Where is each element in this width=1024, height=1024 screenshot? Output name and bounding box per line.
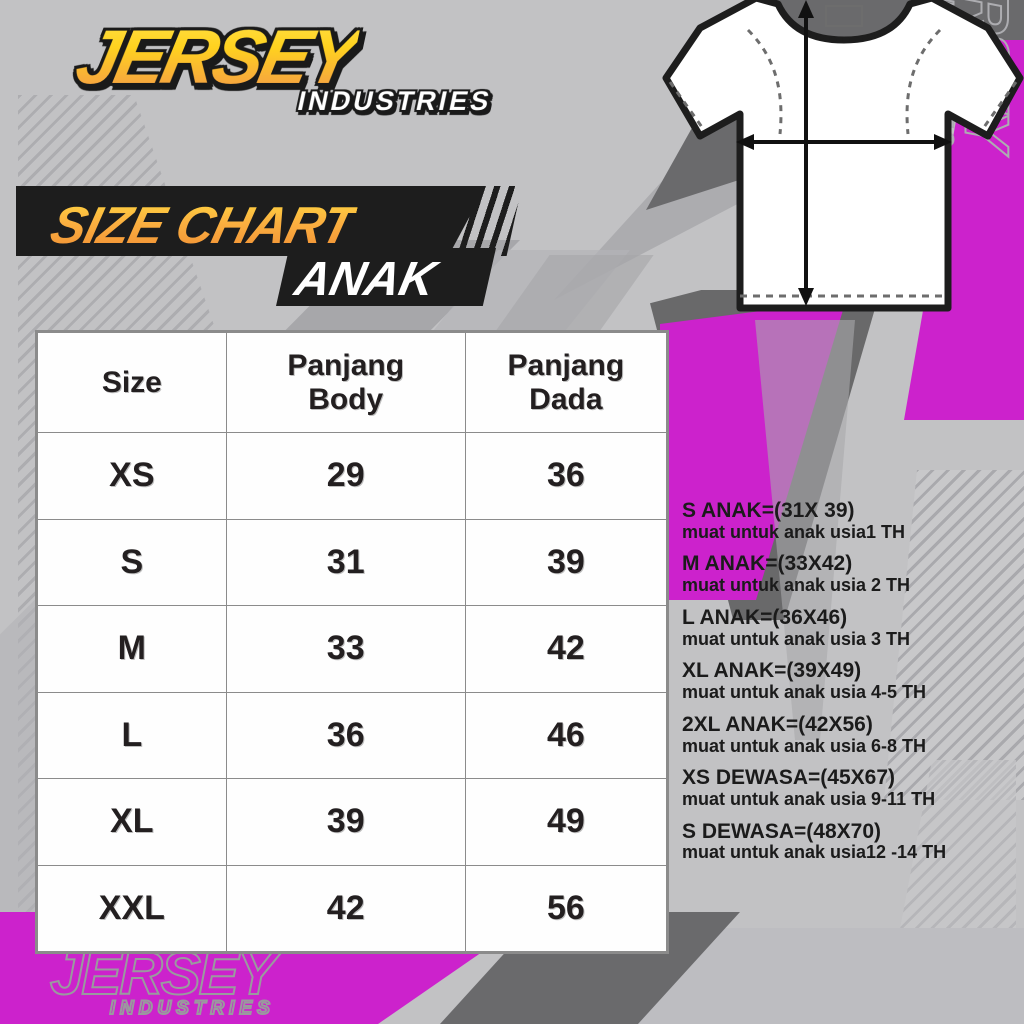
column-header-panjang-body: Panjang Body [225,332,466,433]
size-note-item: M ANAK=(33X42) muat untuk anak usia 2 TH [682,553,1022,595]
column-header-dada-line2: Dada [529,382,603,416]
table-row: M 33 42 [37,605,668,693]
size-chart-subtitle: ANAK [290,253,441,306]
table-row: L 36 46 [37,691,668,779]
brand-logo: JERSEY INDUSTRIES [60,14,495,126]
cell-panjang-dada: 39 [464,518,668,606]
size-note-description: muat untuk anak usia 6-8 TH [682,735,927,756]
size-note-description: muat untuk anak usia 3 TH [682,628,911,649]
column-header-panjang-dada: Panjang Dada [464,332,668,433]
size-note-title: XL ANAK=(39X49) [682,659,862,683]
watermark-bottom-sub: INDUSTRIES [109,997,275,1020]
size-note-description: muat untuk anak usia 4-5 TH [682,682,927,703]
size-note-item: XS DEWASA=(45X67) muat untuk anak usia 9-… [682,767,1022,809]
column-header-size-line1: Size [101,365,162,399]
subtitle-plate [276,248,496,306]
size-note-item: XL ANAK=(39X49) muat untuk anak usia 4-5 … [682,660,1022,702]
size-table-body: XS 29 36 S 31 39 M 33 42 L 36 46 XL 39 49 XXL 42 56 [37,432,668,952]
cell-panjang-dada: 42 [464,605,668,693]
tshirt-icon [662,0,1024,312]
cell-panjang-dada: 36 [464,432,668,520]
table-row: XXL 42 56 [37,864,668,952]
size-note-title: S ANAK=(31X 39) [682,499,855,522]
cell-panjang-dada: 56 [464,864,668,952]
size-note-title: S DEWASA=(48X70) [682,819,881,843]
size-note-description: muat untuk anak usia 2 TH [682,575,911,596]
cell-panjang-body: 29 [225,432,466,520]
brand-subtitle: INDUSTRIES [295,86,496,116]
size-note-description: muat untuk anak usia1 TH [682,521,906,542]
size-table: Size Panjang Body Panjang Dada XS 29 36 S 31… [35,330,669,954]
cell-size: XL [37,778,227,866]
size-table-element: Size Panjang Body Panjang Dada XS 29 36 S 31… [37,332,668,952]
size-note-title: XS DEWASA=(45X67) [682,766,895,790]
size-note-title: M ANAK=(33X42) [682,552,853,576]
cell-size: XXL [37,864,227,952]
table-row: XS 29 36 [37,432,668,520]
cell-size: L [37,691,227,779]
cell-panjang-dada: 46 [464,691,668,779]
cell-panjang-body: 36 [225,691,466,779]
size-note-item: 2XL ANAK=(42X56) muat untuk anak usia 6-8… [682,712,1022,756]
table-row: XL 39 49 [37,778,668,866]
size-note-title: L ANAK=(36X46) [682,605,848,629]
cell-panjang-body: 42 [225,864,466,952]
size-notes-list: S ANAK=(31X 39) muat untuk anak usia1 TH M… [682,499,1022,874]
size-note-item: S ANAK=(31X 39) muat untuk anak usia1 TH [682,499,1022,542]
table-header-row: Size Panjang Body Panjang Dada [37,332,668,433]
cell-panjang-dada: 49 [464,778,668,866]
cell-size: M [37,605,227,693]
title-banner-plate [16,186,486,256]
column-header-body-line1: Panjang [287,348,405,382]
size-table-head: Size Panjang Body Panjang Dada [37,332,668,433]
cell-panjang-body: 39 [225,778,466,866]
size-note-item: L ANAK=(36X46) muat untuk anak usia 3 TH [682,605,1022,649]
table-row: S 31 39 [37,518,668,606]
cell-panjang-body: 33 [225,605,466,693]
cell-panjang-body: 31 [225,518,466,606]
size-note-title: 2XL ANAK=(42X56) [682,712,873,736]
cell-size: XS [37,432,227,520]
cell-size: S [37,518,227,606]
size-chart-title: SIZE CHART [44,197,361,255]
tshirt-diagram: panjang lebar [648,0,1024,336]
column-header-dada-line1: Panjang [507,348,625,382]
column-header-body-line2: Body [308,382,384,416]
column-header-size: Size [37,332,227,433]
size-note-description: muat untuk anak usia 9-11 TH [682,789,936,810]
size-note-item: S DEWASA=(48X70) muat untuk anak usia12 -… [682,819,1022,863]
size-note-description: muat untuk anak usia12 -14 TH [682,842,947,863]
